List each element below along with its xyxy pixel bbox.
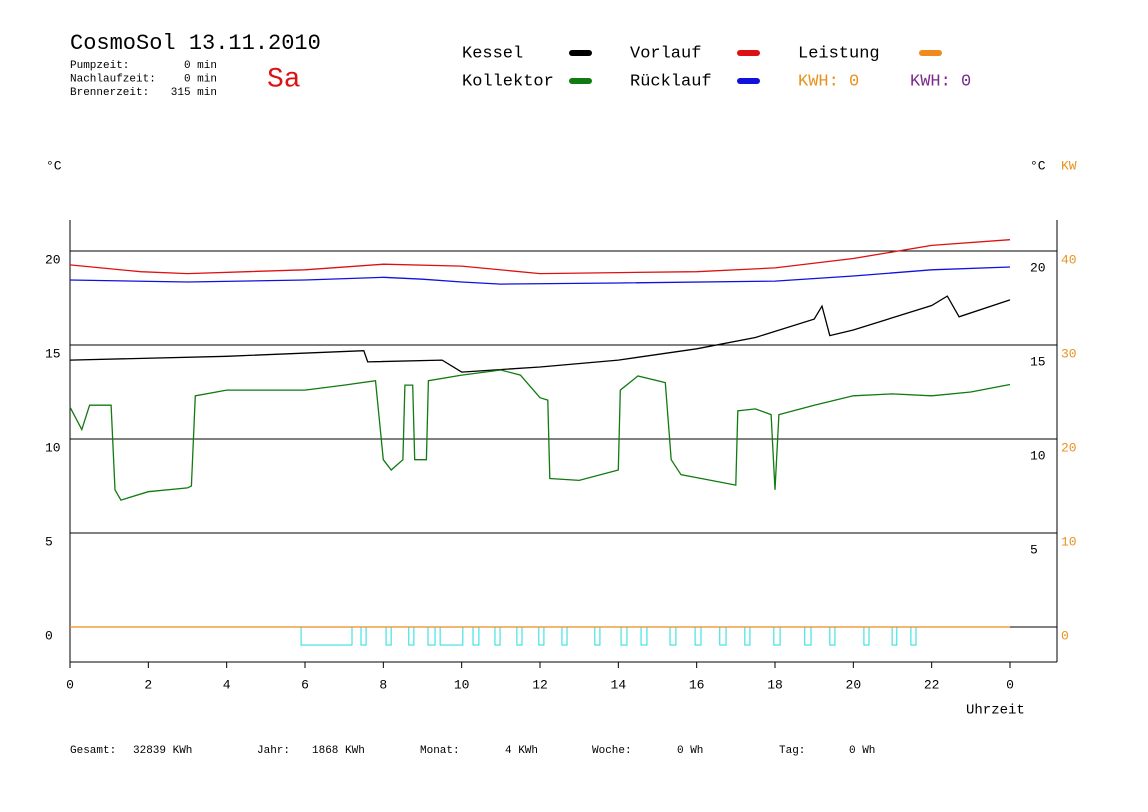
info-label: Pumpzeit: — [70, 60, 129, 72]
legend-label: Kessel — [462, 44, 523, 63]
y-right-tick-label: 15 — [1030, 354, 1046, 369]
pump-interval — [408, 626, 415, 646]
x-tick-label: 4 — [223, 677, 231, 692]
legend-label: Leistung — [798, 44, 880, 63]
series-line — [69, 239, 1011, 275]
pump-interval — [891, 626, 898, 646]
pump-interval — [640, 626, 648, 646]
pump-interval — [594, 626, 601, 646]
pump-interval — [516, 626, 523, 646]
pump-interval — [829, 626, 836, 646]
pump-interval — [427, 626, 436, 646]
y-tick-label: 0 — [45, 628, 53, 643]
info-label: Brennerzeit: — [70, 87, 149, 99]
pump-interval — [561, 626, 568, 646]
footer-value: 32839 KWh — [133, 745, 192, 757]
y-axis-label: °C — [46, 158, 62, 173]
y2-tick-label: 0 — [1061, 628, 1069, 643]
pump-interval — [744, 626, 751, 646]
series-line — [69, 369, 1011, 501]
pump-interval — [804, 626, 812, 646]
x-tick-label: 16 — [689, 677, 705, 692]
y-tick-label: 5 — [45, 534, 53, 549]
footer-label: Woche: — [592, 745, 632, 757]
info-label: Nachlaufzeit: — [70, 73, 156, 85]
y2-tick-label: 40 — [1061, 252, 1077, 267]
x-tick-label: 20 — [846, 677, 862, 692]
y2-tick-label: 20 — [1061, 440, 1077, 455]
footer-value: 0 Wh — [677, 745, 703, 757]
pump-interval — [773, 626, 781, 646]
footer-label: Gesamt: — [70, 745, 116, 757]
footer-label: Jahr: — [257, 745, 290, 757]
series-line — [69, 266, 1011, 285]
y2-axis-label: KW — [1061, 158, 1077, 173]
day-label: Sa — [267, 64, 301, 95]
legend-label: Vorlauf — [630, 44, 701, 63]
info-value: 0 min — [184, 73, 217, 85]
pump-interval — [494, 626, 501, 646]
y-right-tick-label: 20 — [1030, 260, 1046, 275]
x-tick-label: 0 — [1006, 677, 1014, 692]
footer-label: Tag: — [779, 745, 805, 757]
y2-tick-label: 10 — [1061, 534, 1077, 549]
x-tick-label: 22 — [924, 677, 940, 692]
x-tick-label: 14 — [611, 677, 627, 692]
pump-interval — [538, 626, 545, 646]
pump-interval — [360, 626, 367, 646]
pump-interval — [439, 626, 464, 646]
y-right-tick-label: 10 — [1030, 448, 1046, 463]
y-tick-label: 15 — [45, 346, 61, 361]
y-tick-label: 10 — [45, 440, 61, 455]
x-tick-label: 8 — [379, 677, 387, 692]
x-tick-label: 0 — [66, 677, 74, 692]
x-tick-label: 18 — [767, 677, 783, 692]
pump-interval — [694, 626, 702, 646]
series-line — [69, 295, 1011, 373]
x-axis-label: Uhrzeit — [966, 703, 1025, 719]
pump-interval — [719, 626, 727, 646]
x-tick-label: 6 — [301, 677, 309, 692]
kwh-label: KWH: 0 — [910, 72, 971, 91]
footer-value: 0 Wh — [849, 745, 875, 757]
footer-value: 4 KWh — [505, 745, 538, 757]
y-tick-label: 20 — [45, 252, 61, 267]
y2-tick-label: 30 — [1061, 346, 1077, 361]
y-right-tick-label: 5 — [1030, 542, 1038, 557]
pump-interval — [910, 626, 917, 646]
x-tick-label: 2 — [144, 677, 152, 692]
chart-title: CosmoSol 13.11.2010 — [70, 31, 321, 56]
pump-interval — [620, 626, 628, 646]
pump-interval — [472, 626, 480, 646]
pump-interval — [300, 626, 353, 646]
kwh-label: KWH: 0 — [798, 72, 859, 91]
y2-unit-label: °C — [1030, 158, 1046, 173]
footer-value: 1868 KWh — [312, 745, 365, 757]
x-tick-label: 10 — [454, 677, 470, 692]
legend-label: Kollektor — [462, 72, 554, 91]
x-tick-label: 12 — [532, 677, 548, 692]
legend-label: Rücklauf — [630, 72, 712, 91]
pump-interval — [863, 626, 870, 646]
footer-label: Monat: — [420, 745, 460, 757]
pump-interval — [669, 626, 677, 646]
pump-interval — [385, 626, 392, 646]
info-value: 315 min — [171, 87, 217, 99]
info-value: 0 min — [184, 60, 217, 72]
